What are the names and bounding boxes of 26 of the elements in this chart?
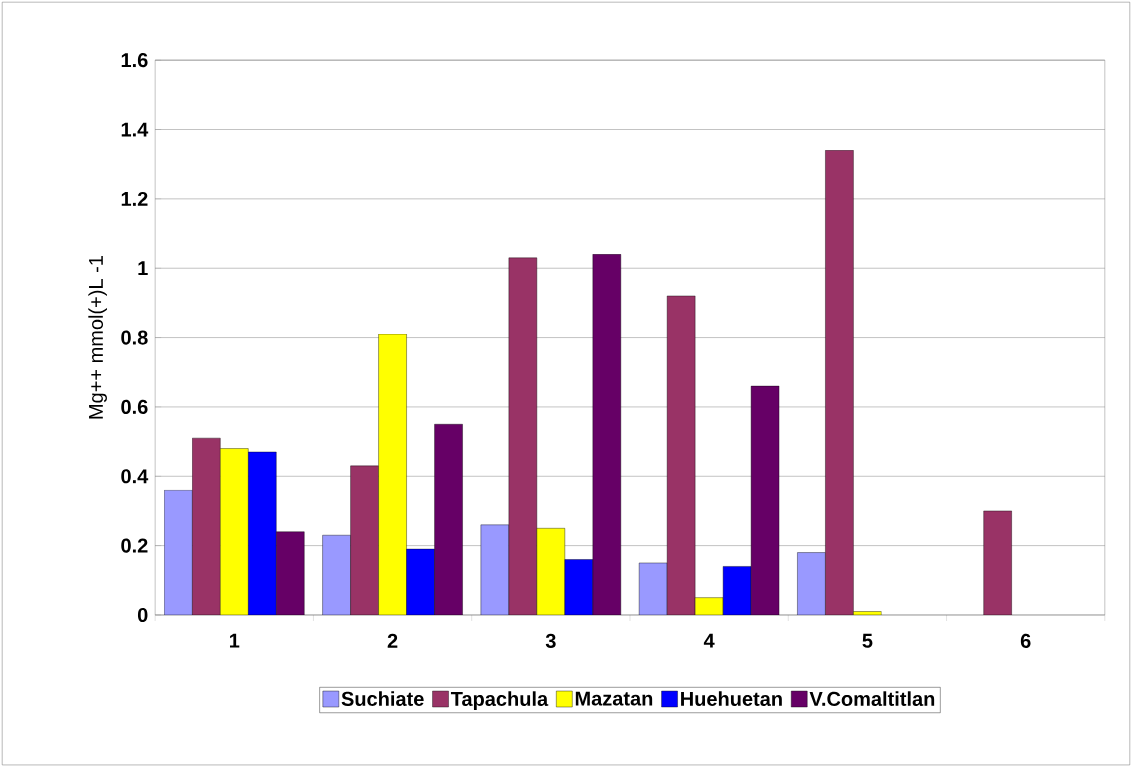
y-tick-label: 0.8 <box>121 330 148 345</box>
x-tick-label: 5 <box>862 633 873 648</box>
y-axis-title: Mg++ mmol(+)L -1 <box>88 256 107 419</box>
y-tick-label: 0.6 <box>121 399 148 414</box>
bar <box>722 566 752 615</box>
y-tick-label: 0 <box>137 607 148 622</box>
legend-label: V.Comaltitlan <box>809 691 935 706</box>
x-tick-label: 6 <box>1020 633 1031 648</box>
legend-label: Tapachula <box>450 691 549 710</box>
y-tick-label: 0.4 <box>121 469 149 484</box>
legend-label: Suchiate <box>341 691 424 706</box>
legend-label: Huehuetan <box>681 691 782 706</box>
legend-label: Mazatan <box>575 691 653 706</box>
bar <box>564 559 594 615</box>
bar <box>983 510 1012 615</box>
x-tick-label: 2 <box>387 633 398 648</box>
y-tick-label: 1 <box>138 261 148 276</box>
y-tick-label: 1.6 <box>121 53 148 68</box>
y-tick-label: 0.2 <box>121 538 148 553</box>
bar <box>406 548 435 615</box>
y-tick-label: 1.2 <box>121 191 148 206</box>
bar <box>248 451 277 615</box>
x-tick-label: 1 <box>229 633 240 648</box>
y-tick-label: 1.4 <box>121 122 149 137</box>
x-tick-label: 4 <box>703 633 715 648</box>
x-tick-label: 3 <box>545 633 556 648</box>
